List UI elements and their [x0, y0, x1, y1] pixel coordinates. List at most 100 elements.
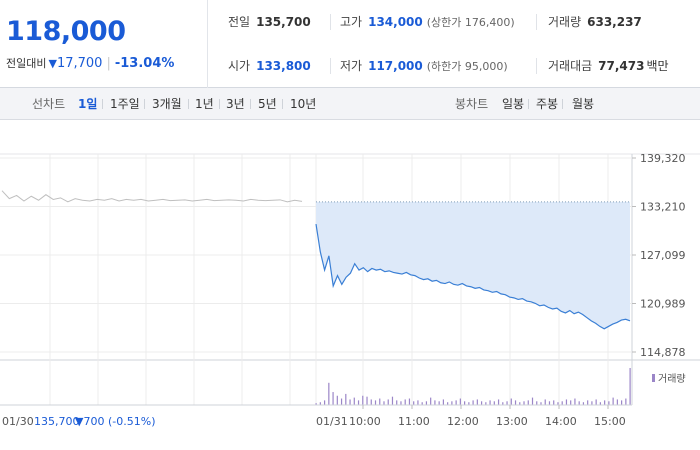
- volume-bar: [540, 402, 542, 405]
- tab-weekly-candle[interactable]: 주봉: [536, 97, 559, 111]
- volume-bar: [591, 401, 593, 405]
- volume-bar: [413, 401, 415, 405]
- stat-low: 저가 117,000 (하한가 95,000): [340, 44, 508, 88]
- volume-bar: [608, 401, 610, 405]
- divider: [528, 99, 529, 109]
- divider: [282, 99, 283, 109]
- tab-daily-candle[interactable]: 일봉: [502, 97, 525, 111]
- volume-bar: [519, 402, 521, 405]
- stat-value: 633,237: [587, 15, 642, 29]
- volume-bar: [332, 392, 334, 405]
- volume-bar: [578, 401, 580, 405]
- volume-bar: [616, 399, 618, 405]
- volume-bar: [336, 395, 338, 405]
- quote-header: 118,000 전일대비 ▼17,700 | -13.04% 전일 135,700 고가…: [0, 0, 700, 88]
- stat-value: 135,700: [256, 15, 311, 29]
- volume-bar: [489, 400, 491, 405]
- volume-bar: [319, 402, 321, 405]
- tab-1y[interactable]: 1년: [195, 97, 214, 111]
- y-tick-label: 133,210: [640, 201, 686, 214]
- volume-bar: [514, 400, 517, 405]
- volume-bar: [345, 393, 347, 405]
- volume-bar: [565, 399, 568, 405]
- period-toolbar: 선차트 1일 1주일 3개월 1년 3년 5년 10년 봉차트 일봉 주봉 월봉: [0, 88, 700, 120]
- x-tick-label: 10:00: [349, 415, 381, 428]
- volume-legend-label: 거래량: [658, 373, 686, 385]
- volume-bar: [362, 395, 364, 405]
- volume-bar: [421, 402, 423, 405]
- volume-bar: [459, 398, 461, 405]
- volume-bar: [557, 402, 559, 405]
- volume-bar: [523, 401, 525, 405]
- volume-bar: [510, 398, 512, 405]
- tab-monthly-candle[interactable]: 월봉: [572, 97, 595, 111]
- stat-prev-close: 전일 135,700: [228, 0, 311, 44]
- volume-bar: [553, 400, 555, 405]
- volume-bar: [447, 402, 449, 405]
- volume-bar: [476, 399, 478, 405]
- stat-value: 134,000: [368, 15, 423, 29]
- x-tick-label: 12:00: [447, 415, 479, 428]
- volume-bar: [536, 401, 538, 405]
- divider: [219, 99, 220, 109]
- tab-5y[interactable]: 5년: [258, 97, 277, 111]
- volume-bars: 거래량: [315, 368, 686, 405]
- volume-bar: [438, 401, 440, 405]
- volume-bar: [315, 403, 317, 405]
- divider: [102, 99, 103, 109]
- divider: [536, 14, 537, 30]
- volume-bar: [408, 398, 411, 405]
- volume-bar: [430, 397, 432, 405]
- volume-legend-icon: [652, 374, 655, 382]
- volume-bar: [442, 399, 444, 405]
- tab-1w[interactable]: 1주일: [110, 97, 140, 111]
- y-tick-label: 139,320: [640, 152, 686, 165]
- price-summary: 118,000 전일대비 ▼17,700 | -13.04%: [0, 0, 208, 88]
- volume-bar: [455, 400, 457, 405]
- volume-bar: [531, 397, 534, 405]
- volume-bar: [574, 398, 576, 405]
- change-row: 전일대비 ▼17,700 | -13.04%: [6, 55, 174, 71]
- volume-bar: [464, 401, 466, 405]
- stat-label: 시가: [228, 59, 251, 73]
- volume-bar: [383, 401, 385, 405]
- volume-bar: [472, 400, 474, 405]
- tab-3y[interactable]: 3년: [226, 97, 245, 111]
- price-line: [315, 223, 631, 330]
- prev-change-label: ▼700: [75, 415, 104, 428]
- tab-1d[interactable]: 1일: [78, 97, 98, 111]
- volume-bar: [400, 401, 402, 405]
- volume-bar: [497, 399, 500, 405]
- tab-3m[interactable]: 3개월: [152, 97, 182, 111]
- volume-bar: [370, 399, 372, 405]
- stat-value: 133,800: [256, 59, 311, 73]
- chart-area: [316, 201, 630, 329]
- y-axis: 139,320 133,210 127,099 120,989 114,878: [632, 152, 686, 359]
- stat-label: 거래량: [548, 15, 582, 29]
- y-tick-label: 114,878: [640, 346, 686, 359]
- stat-volume: 거래량 633,237: [548, 0, 642, 44]
- volume-bar: [480, 401, 483, 405]
- volume-bar: [353, 397, 355, 405]
- divider: [330, 58, 331, 74]
- volume-bar: [366, 396, 368, 405]
- x-tick-label: 15:00: [594, 415, 626, 428]
- volume-bar: [434, 400, 436, 405]
- stat-label: 전일: [228, 15, 251, 29]
- volume-bar: [404, 399, 406, 405]
- volume-bar: [485, 402, 487, 405]
- divider: [250, 99, 251, 109]
- quote-stats: 전일 135,700 고가 134,000 (상한가 176,400) 거래량 633,…: [208, 0, 700, 88]
- volume-bar: [582, 402, 585, 405]
- volume-bar: [391, 396, 394, 405]
- divider: [330, 14, 331, 30]
- volume-bar: [587, 400, 589, 405]
- volume-bar: [612, 397, 614, 405]
- tab-10y[interactable]: 10년: [290, 97, 317, 111]
- divider: [536, 58, 537, 74]
- volume-bar: [548, 401, 551, 405]
- stat-turnover: 거래대금 77,473 백만: [548, 44, 669, 88]
- stat-value: 77,473: [598, 59, 645, 73]
- volume-bar: [506, 401, 508, 405]
